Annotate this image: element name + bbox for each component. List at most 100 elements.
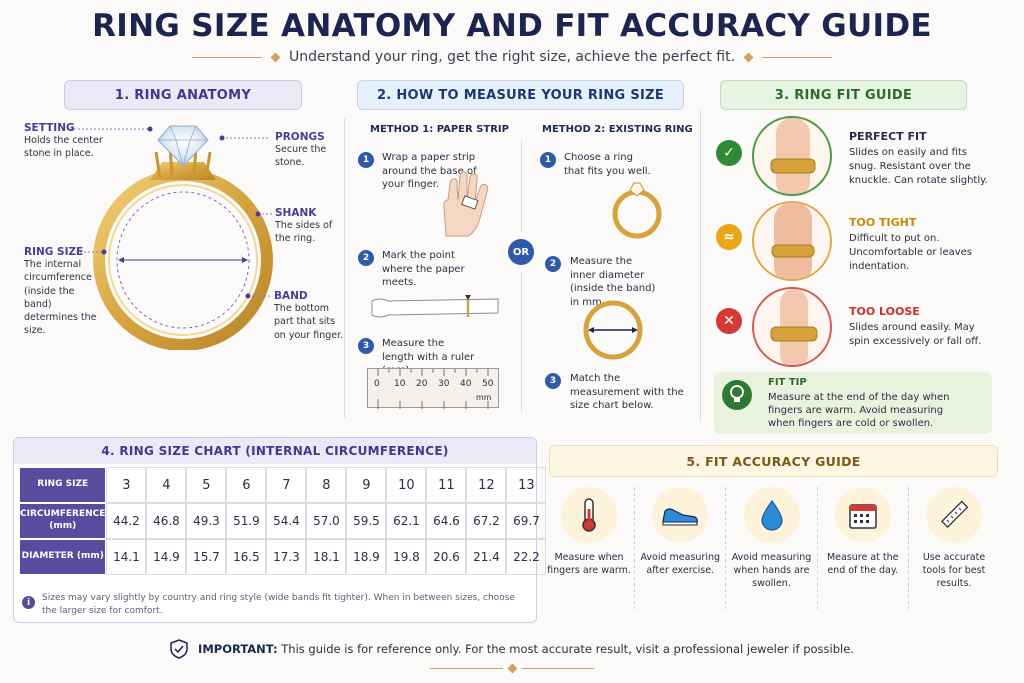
method-divider-top — [521, 140, 522, 232]
size-cell: 13 — [506, 467, 547, 503]
label-setting: SETTING Holds the center stone in place. — [24, 122, 104, 161]
divider-1 — [344, 118, 345, 418]
too-tight-text: Difficult to put on. Uncomfortable or le… — [849, 233, 973, 272]
ruler-tick-30: 30 — [438, 379, 450, 389]
accuracy-divider — [725, 487, 727, 609]
ring-diameter-icon — [583, 300, 643, 360]
diameter-cell: 20.6 — [426, 539, 467, 575]
diameter-cell: 22.2 — [506, 539, 547, 575]
accuracy-text: Measure at the end of the day. — [826, 552, 899, 576]
accuracy-item: Avoid measuring when hands are swollen. — [728, 487, 816, 609]
fit-tip-title: FIT TIP — [768, 377, 807, 388]
band-text: The bottom part that sits on your finger… — [274, 303, 344, 341]
anatomy-leader-lines — [70, 126, 272, 299]
circumference-cell: 69.7 — [506, 503, 547, 539]
ruler-tick-0: 0 — [374, 379, 380, 389]
circumference-cell: 44.2 — [106, 503, 147, 539]
diamond-ornament-left — [270, 52, 281, 62]
circumference-cell: 46.8 — [146, 503, 187, 539]
important-note: IMPORTANT: This guide is for reference o… — [0, 639, 1024, 659]
size-cell: 11 — [426, 467, 467, 503]
size-cell: 10 — [386, 467, 427, 503]
ring-icon — [93, 125, 273, 351]
divider-line-right — [762, 56, 833, 58]
m2-step3-text: Match the measurement with the size char… — [570, 373, 684, 411]
too-loose-text: Slides around easily. May spin excessive… — [849, 322, 982, 347]
diameter-cell: 17.3 — [266, 539, 307, 575]
accuracy-divider — [816, 487, 818, 609]
paper-strip-icon — [371, 295, 499, 318]
accuracy-text: Use accurate tools for best results. — [922, 552, 986, 589]
fit-tip-text: Measure at the end of the day when finge… — [768, 392, 950, 429]
size-cell: 12 — [466, 467, 507, 503]
diameter-cell: 16.5 — [226, 539, 267, 575]
label-shank: SHANK The sides of the ring. — [275, 207, 345, 246]
divider-2 — [700, 110, 701, 420]
too-tight-title: TOO TIGHT — [849, 216, 917, 229]
m2-step1-num: 1 — [540, 152, 556, 168]
accuracy-item: Avoid measuring after exercise. — [636, 487, 724, 609]
ring-size-text: The internal circumference (inside the b… — [24, 259, 97, 337]
size-chart-note: Sizes may vary slightly by country and r… — [42, 593, 515, 616]
accuracy-divider — [907, 487, 909, 609]
divider-line-left — [191, 56, 262, 58]
accuracy-items: Measure when fingers are warm. Avoid mea… — [545, 487, 998, 609]
size-cell: 7 — [266, 467, 307, 503]
too-tight-illustration — [752, 201, 832, 281]
important-label: IMPORTANT: — [198, 642, 278, 656]
size-cell: 9 — [346, 467, 387, 503]
method2-title: METHOD 2: EXISTING RING — [542, 124, 693, 135]
too-loose-title: TOO LOOSE — [849, 305, 920, 318]
circumference-cell: 64.6 — [426, 503, 467, 539]
accuracy-text: Avoid measuring after exercise. — [640, 552, 721, 576]
subtitle-row: Understand your ring, get the right size… — [0, 49, 1024, 65]
circumference-cell: 62.1 — [386, 503, 427, 539]
hand-icon — [443, 171, 489, 237]
m2-step1-text: Choose a ring that fits you well. — [564, 152, 651, 177]
footer-ornament — [430, 663, 594, 674]
prongs-text: Secure the stone. — [275, 144, 327, 169]
accuracy-divider — [634, 487, 636, 609]
m1-step3-num: 3 — [358, 338, 374, 354]
calendar-icon — [834, 487, 891, 543]
wave-icon: ≈ — [716, 224, 742, 250]
shank-title: SHANK — [275, 207, 317, 219]
perfect-fit-illustration — [752, 116, 832, 196]
size-chart-table: RING SIZE 3 4 5 6 7 8 9 10 11 12 13 CIRC… — [19, 467, 547, 575]
circumference-cell: 57.0 — [306, 503, 347, 539]
table-row-size: RING SIZE 3 4 5 6 7 8 9 10 11 12 13 — [19, 467, 547, 503]
page-subtitle: Understand your ring, get the right size… — [288, 49, 736, 65]
m2-step2-num: 2 — [545, 256, 561, 272]
diamond-ornament-right — [743, 52, 754, 62]
row-header-circumference: CIRCUMFERENCE (mm) — [19, 503, 107, 539]
row-header-size: RING SIZE — [19, 467, 107, 503]
check-icon: ✓ — [716, 140, 742, 166]
fit-heading: 3. RING FIT GUIDE — [720, 80, 967, 110]
m1-step1-num: 1 — [358, 152, 374, 168]
accuracy-item: Measure when fingers are warm. — [545, 487, 633, 609]
fit-tip-box — [714, 372, 992, 434]
diameter-cell: 14.9 — [146, 539, 187, 575]
table-row-circumference: CIRCUMFERENCE (mm) 44.2 46.8 49.3 51.9 5… — [19, 503, 547, 539]
diameter-cell: 19.8 — [386, 539, 427, 575]
accuracy-item: Measure at the end of the day. — [819, 487, 907, 609]
prongs-title: PRONGS — [275, 131, 325, 143]
perfect-fit-title: PERFECT FIT — [849, 130, 927, 143]
method-divider-bottom — [521, 272, 522, 412]
circumference-cell: 59.5 — [346, 503, 387, 539]
perfect-fit-text: Slides on easily and fits snug. Resistan… — [849, 147, 988, 186]
setting-title: SETTING — [24, 122, 75, 134]
thermometer-icon — [561, 487, 617, 543]
ring-size-title: RING SIZE — [24, 246, 84, 258]
diameter-cell: 14.1 — [106, 539, 147, 575]
label-prongs: PRONGS Secure the stone. — [275, 131, 345, 170]
size-cell: 6 — [226, 467, 267, 503]
method1-title: METHOD 1: PAPER STRIP — [370, 124, 509, 135]
table-row-diameter: DIAMETER (mm) 14.1 14.9 15.7 16.5 17.3 1… — [19, 539, 547, 575]
lightbulb-icon — [722, 380, 752, 410]
ruler-pencil-icon — [926, 487, 982, 543]
size-cell: 8 — [306, 467, 347, 503]
m1-step2-text: Mark the point where the paper meets. — [382, 250, 465, 288]
ruler-tick-50: 50 — [482, 379, 494, 389]
size-cell: 4 — [146, 467, 187, 503]
